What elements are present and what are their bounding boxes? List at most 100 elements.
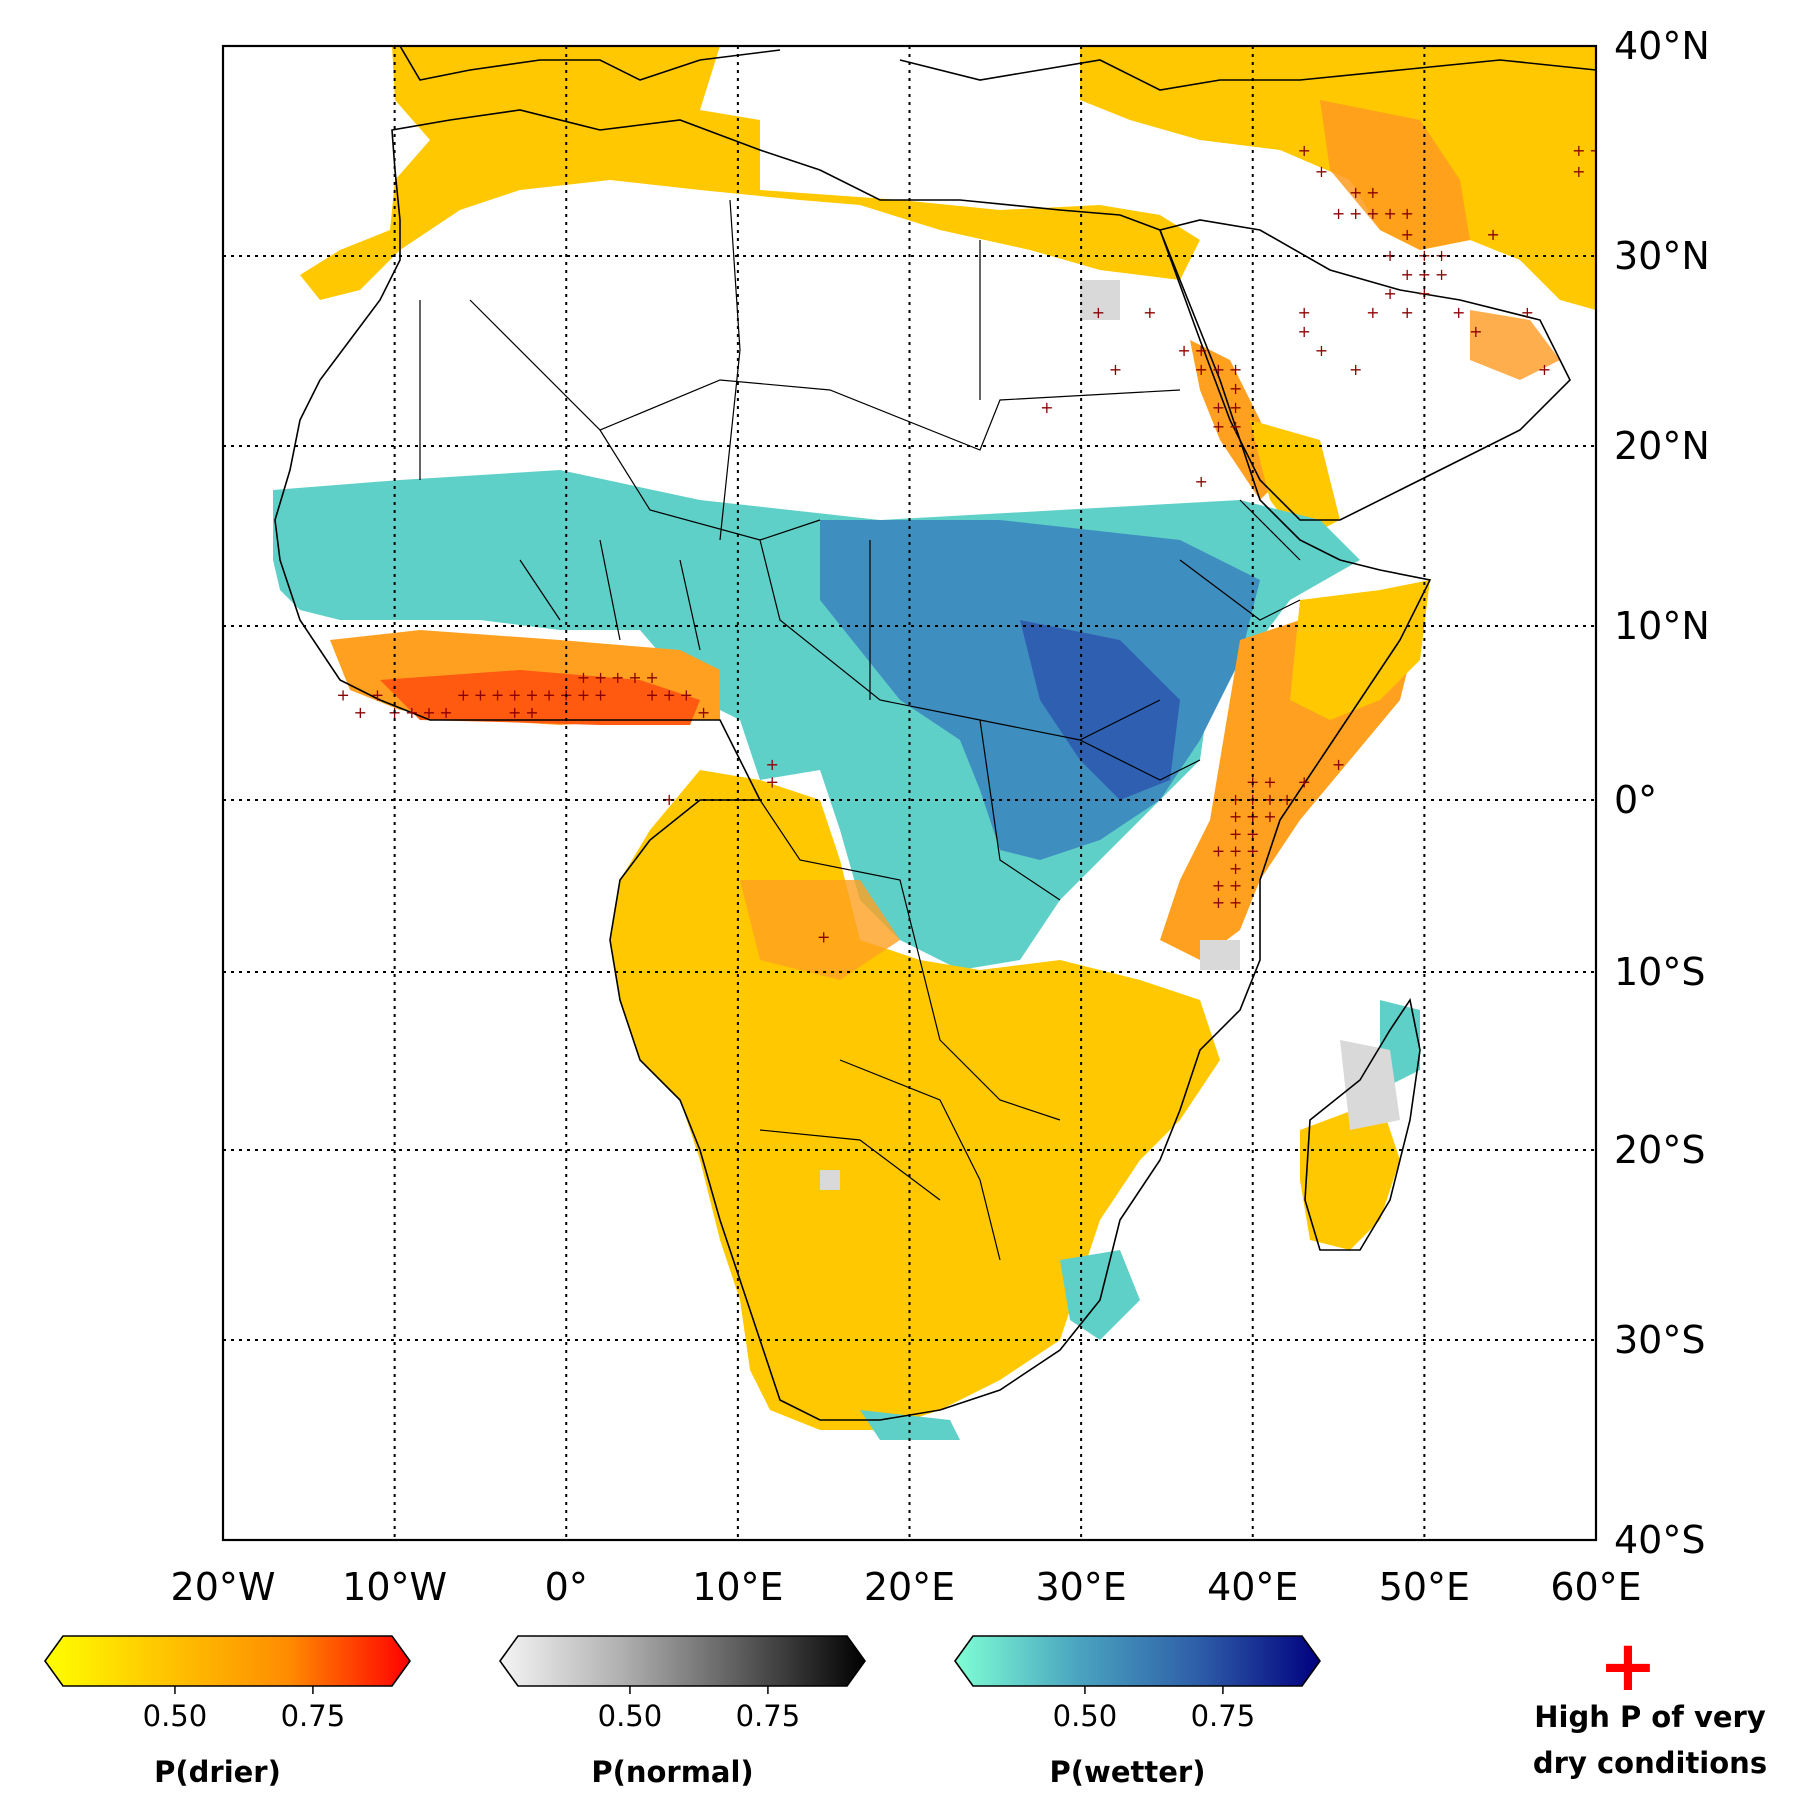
very-dry-marker: + xyxy=(645,668,658,687)
very-dry-marker: + xyxy=(1366,204,1379,223)
very-dry-marker: + xyxy=(1332,204,1345,223)
very-dry-marker: + xyxy=(1195,360,1208,379)
latitude-labels: 40°N 30°N 20°N 10°N 0° 10°S 20°S 30°S 40°S xyxy=(1614,24,1710,1562)
probability-field-layer xyxy=(273,46,1596,1440)
very-dry-marker: + xyxy=(1452,303,1465,322)
drier-region-red-sea-coast xyxy=(1250,420,1340,540)
colorbars: 0.50 0.75P(drier)0.50 0.75P(normal)0.50 0.7… xyxy=(44,1635,1321,1789)
very-dry-marker: + xyxy=(628,668,641,687)
very-dry-marker: + xyxy=(1401,303,1414,322)
colorbar-tick-label: 0.50 xyxy=(143,1699,208,1733)
very-dry-marker: + xyxy=(354,703,367,722)
very-dry-marker: + xyxy=(1195,341,1208,360)
normal-cell xyxy=(820,1170,840,1190)
very-dry-marker: + xyxy=(1195,472,1208,491)
madagascar-coastline xyxy=(1304,997,1421,1251)
very-dry-marker: + xyxy=(765,773,778,792)
colorbar-title: P(drier) xyxy=(154,1755,281,1789)
very-dry-marker: + xyxy=(439,703,452,722)
very-dry-marker: + xyxy=(1263,807,1276,826)
colorbar-title: P(normal) xyxy=(591,1755,753,1789)
legend-line-1: High P of very xyxy=(1534,1700,1766,1734)
very-dry-marker: + xyxy=(542,686,555,705)
very-dry-marker: + xyxy=(1315,341,1328,360)
very-dry-marker: + xyxy=(1229,417,1242,436)
very-dry-marker: + xyxy=(1229,398,1242,417)
normal-cell xyxy=(1200,940,1240,970)
longitude-tick-label: 0° xyxy=(545,1565,588,1609)
very-dry-marker: + xyxy=(577,668,590,687)
very-dry-markers: ++ + + ++ + + + + + + + ++ ++ ++ ++ + ++++++++++ + + ++ ++ + +… xyxy=(336,141,1596,947)
very-dry-marker: + xyxy=(1229,790,1242,809)
legend-line-2: dry conditions xyxy=(1533,1746,1767,1780)
very-dry-marker: + xyxy=(336,686,349,705)
very-dry-marker: + xyxy=(817,928,830,947)
very-dry-marker: + xyxy=(1229,859,1242,878)
very-dry-marker: + xyxy=(1263,773,1276,792)
very-dry-marker: + xyxy=(1212,876,1225,895)
very-dry-marker: + xyxy=(611,668,624,687)
latitude-tick-label: 10°N xyxy=(1614,604,1710,648)
very-dry-marker: + xyxy=(1435,265,1448,284)
very-dry-marker: + xyxy=(457,686,470,705)
very-dry-marker: + xyxy=(1212,842,1225,861)
drier-region-angola-strong xyxy=(740,880,900,980)
very-dry-marker: + xyxy=(1229,379,1242,398)
very-dry-marker: + xyxy=(422,703,435,722)
very-dry-marker: + xyxy=(1572,162,1585,181)
longitude-tick-label: 10°W xyxy=(342,1565,447,1609)
very-dry-legend: + High P of very dry conditions xyxy=(1533,1625,1767,1780)
very-dry-marker: + xyxy=(697,703,710,722)
very-dry-marker: + xyxy=(1521,303,1534,322)
very-dry-marker: + xyxy=(1315,162,1328,181)
longitude-tick-label: 10°E xyxy=(692,1565,783,1609)
very-dry-marker: + xyxy=(1298,322,1311,341)
very-dry-marker: + xyxy=(1383,284,1396,303)
very-dry-marker: + xyxy=(1246,824,1259,843)
colorbar-tick-label: 0.75 xyxy=(736,1699,801,1733)
very-dry-marker: + xyxy=(525,686,538,705)
very-dry-marker: + xyxy=(1572,141,1585,160)
colorbar xyxy=(44,1635,411,1687)
very-dry-marker: + xyxy=(1349,183,1362,202)
very-dry-marker: + xyxy=(1401,204,1414,223)
very-dry-marker: + xyxy=(1469,322,1482,341)
very-dry-marker: + xyxy=(508,703,521,722)
very-dry-marker: + xyxy=(1366,183,1379,202)
very-dry-marker: + xyxy=(1229,360,1242,379)
very-dry-marker: + xyxy=(371,686,384,705)
drier-region-red-sea xyxy=(1190,340,1280,500)
very-dry-marker: + xyxy=(1229,893,1242,912)
drier-region-arabia-east xyxy=(1470,310,1560,380)
very-dry-marker: + xyxy=(1349,204,1362,223)
very-dry-marker: + xyxy=(1177,341,1190,360)
normal-region-madagascar xyxy=(1340,1040,1400,1130)
legend-marker: + xyxy=(1599,1625,1658,1707)
latitude-tick-label: 20°S xyxy=(1614,1128,1705,1172)
colorbar-tick-label: 0.75 xyxy=(1191,1699,1256,1733)
latitude-tick-label: 30°N xyxy=(1614,234,1710,278)
very-dry-marker: + xyxy=(508,686,521,705)
wetter-region-central-very xyxy=(1020,620,1180,800)
very-dry-marker: + xyxy=(1212,398,1225,417)
latitude-tick-label: 20°N xyxy=(1614,424,1710,468)
very-dry-marker: + xyxy=(1349,360,1362,379)
colorbar xyxy=(499,1635,866,1687)
very-dry-marker: + xyxy=(405,703,418,722)
very-dry-marker: + xyxy=(1229,824,1242,843)
colorbar-tick-label: 0.50 xyxy=(1053,1699,1118,1733)
drier-region-west-africa-very xyxy=(380,670,700,725)
very-dry-marker: + xyxy=(594,686,607,705)
very-dry-marker: + xyxy=(1383,246,1396,265)
very-dry-marker: + xyxy=(1538,360,1551,379)
normal-cell xyxy=(1080,280,1120,320)
very-dry-marker: + xyxy=(1401,225,1414,244)
latitude-tick-label: 0° xyxy=(1614,778,1657,822)
longitude-labels: 20°W 10°W 0° 10°E 20°E 30°E 40°E 50°E 60°E xyxy=(171,1565,1642,1609)
very-dry-marker: + xyxy=(1298,773,1311,792)
very-dry-marker: + xyxy=(594,668,607,687)
africa-coastline xyxy=(274,109,1432,1421)
very-dry-marker: + xyxy=(680,686,693,705)
very-dry-marker: + xyxy=(1298,303,1311,322)
very-dry-marker: + xyxy=(1229,842,1242,861)
